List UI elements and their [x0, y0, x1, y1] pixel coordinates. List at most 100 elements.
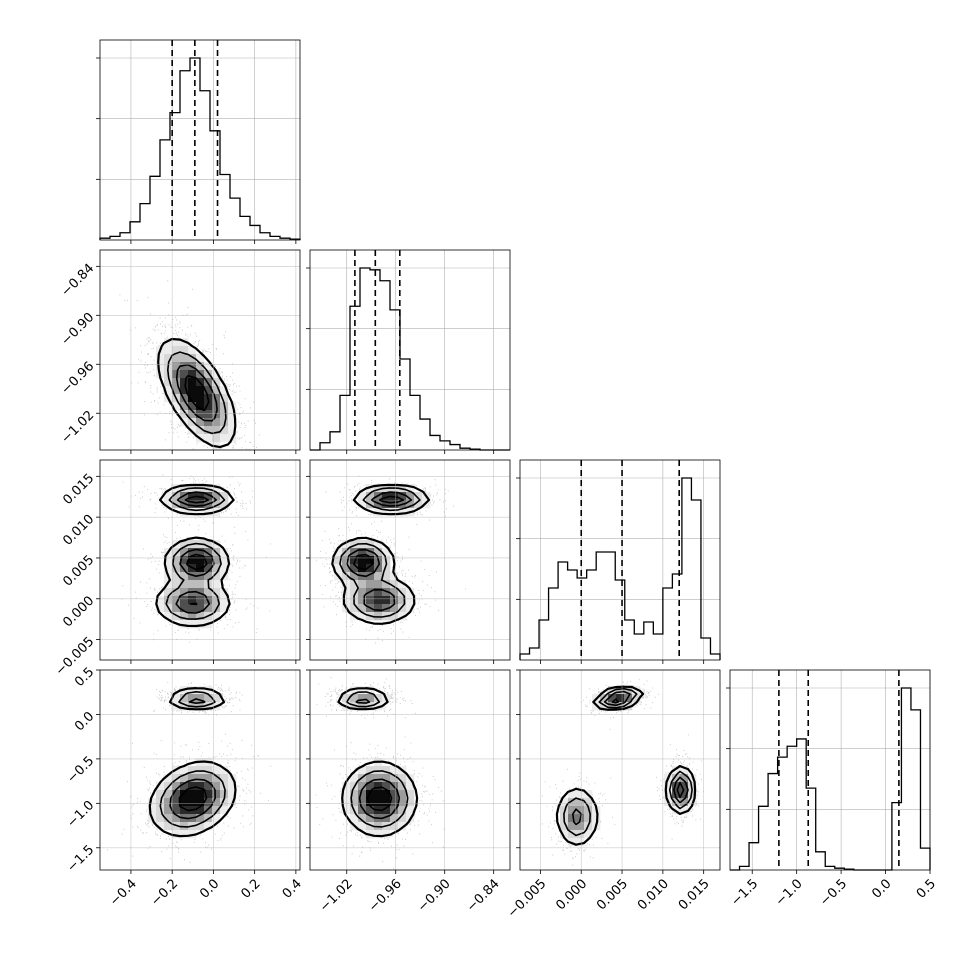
density-cell — [172, 830, 181, 839]
density-cell — [374, 548, 383, 557]
density-cell — [180, 612, 189, 621]
density-cell — [180, 346, 189, 355]
density-cell — [204, 782, 213, 791]
density-cell — [382, 508, 391, 517]
density-cell — [196, 386, 205, 395]
density-cell — [212, 790, 221, 799]
y-tick-label: −1.02 — [59, 408, 98, 447]
density-cell — [398, 596, 407, 605]
density-cell — [180, 766, 189, 775]
density-cell — [398, 814, 407, 823]
density-cell — [164, 378, 173, 387]
density-cell — [164, 814, 173, 823]
density-cell — [568, 822, 577, 831]
density-cell — [220, 434, 229, 443]
density-cell — [172, 806, 181, 815]
density-cell — [188, 604, 197, 613]
contour-level-2 — [355, 698, 401, 820]
density-cell — [212, 798, 221, 807]
density-cell — [196, 782, 205, 791]
density-cell — [204, 798, 213, 807]
density-cell — [196, 492, 205, 501]
density-cell — [172, 564, 181, 573]
density-cell — [156, 362, 165, 371]
density-cell — [632, 694, 641, 703]
density-panel-2-1-frame — [309, 459, 511, 661]
density-cell — [212, 694, 221, 703]
density-cell — [172, 346, 181, 355]
x-tick-label: −1.0 — [773, 876, 806, 909]
density-cell — [672, 782, 681, 791]
density-cell — [180, 694, 189, 703]
density-cell — [212, 434, 221, 443]
density-cell — [584, 798, 593, 807]
density-cell — [180, 402, 189, 411]
density-cell — [374, 702, 383, 711]
density-cell — [350, 604, 359, 613]
density-cell — [204, 702, 213, 711]
density-panel-1-0-frame — [99, 249, 301, 451]
y-tick-label: −0.90 — [59, 310, 98, 349]
density-cell — [398, 798, 407, 807]
density-cell — [358, 612, 367, 621]
density-cell — [212, 596, 221, 605]
density-cell — [196, 694, 205, 703]
density-cell — [164, 500, 173, 509]
histogram-2-frame — [519, 459, 721, 661]
density-cell — [390, 798, 399, 807]
density-cell — [398, 822, 407, 831]
density-cell — [398, 580, 407, 589]
density-cell — [212, 386, 221, 395]
density-cell — [672, 774, 681, 783]
density-panel-3-2-frame — [519, 669, 721, 871]
density-cell — [164, 354, 173, 363]
density-cell — [172, 572, 181, 581]
density-cell — [164, 798, 173, 807]
density-cell — [172, 604, 181, 613]
density-cell — [374, 580, 383, 589]
contour-level-0 — [555, 685, 697, 846]
contour-level-2 — [175, 363, 218, 422]
density-cell — [220, 556, 229, 565]
x-tick-label: 0.000 — [553, 876, 590, 913]
density-cell — [172, 338, 181, 347]
density-cell — [672, 798, 681, 807]
density-cell — [196, 362, 205, 371]
density-cell — [406, 492, 415, 501]
density-cell — [196, 410, 205, 419]
density-cell — [608, 686, 617, 695]
density-cell — [204, 386, 213, 395]
density-cell — [398, 588, 407, 597]
density-cell — [172, 378, 181, 387]
density-cell — [196, 604, 205, 613]
density-cell — [204, 556, 213, 565]
density-cell — [196, 766, 205, 775]
density-cell — [196, 806, 205, 815]
density-cell — [220, 418, 229, 427]
density-cell — [212, 572, 221, 581]
density-cell — [212, 426, 221, 435]
density-cell — [608, 702, 617, 711]
density-cell — [228, 782, 237, 791]
density-cell — [358, 580, 367, 589]
density-cell — [212, 588, 221, 597]
density-cell — [172, 798, 181, 807]
density-cell — [358, 806, 367, 815]
density-cell — [568, 806, 577, 815]
density-cell — [196, 354, 205, 363]
density-cell — [358, 822, 367, 831]
density-cell — [350, 588, 359, 597]
y-tick-label: 0.015 — [60, 471, 97, 508]
density-cell — [164, 346, 173, 355]
density-cell — [188, 548, 197, 557]
density-cell — [576, 838, 585, 847]
density-cell — [382, 798, 391, 807]
density-cell — [350, 564, 359, 573]
density-cell — [680, 782, 689, 791]
x-tick-label: 0.4 — [280, 876, 305, 901]
density-cell — [350, 686, 359, 695]
density-cell — [398, 604, 407, 613]
density-cell — [188, 790, 197, 799]
density-cell — [568, 798, 577, 807]
density-cell — [204, 604, 213, 613]
